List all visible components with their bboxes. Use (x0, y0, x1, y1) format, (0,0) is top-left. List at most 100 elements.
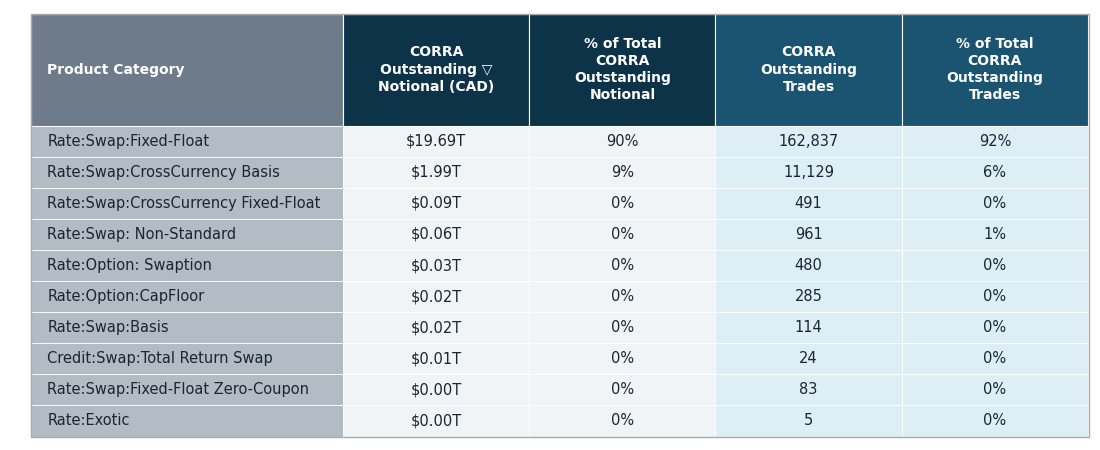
Text: $0.00T: $0.00T (410, 414, 462, 428)
Text: 0%: 0% (610, 258, 634, 273)
Text: 0%: 0% (610, 289, 634, 304)
Bar (715, 281, 902, 312)
Bar (31, 250, 343, 281)
Bar (529, 312, 715, 343)
Text: 0%: 0% (610, 320, 634, 335)
Bar (529, 219, 715, 250)
Text: 1%: 1% (983, 227, 1006, 242)
Text: Rate:Option:CapFloor: Rate:Option:CapFloor (47, 289, 205, 304)
Text: CORRA
Outstanding
Trades: CORRA Outstanding Trades (760, 45, 857, 94)
Bar (529, 343, 715, 374)
Bar (529, 188, 715, 219)
Bar (902, 250, 1088, 281)
Text: % of Total
CORRA
Outstanding
Notional: % of Total CORRA Outstanding Notional (574, 36, 671, 103)
Bar (529, 14, 715, 126)
Text: 0%: 0% (610, 414, 634, 428)
Bar (715, 188, 902, 219)
Text: 6%: 6% (983, 165, 1006, 180)
Text: $0.06T: $0.06T (410, 227, 462, 242)
Text: 0%: 0% (983, 289, 1006, 304)
Bar (715, 157, 902, 188)
Bar (902, 14, 1088, 126)
Text: 0%: 0% (983, 320, 1006, 335)
Bar (902, 343, 1088, 374)
Bar (902, 126, 1088, 157)
Bar (902, 157, 1088, 188)
Bar (343, 219, 529, 250)
Bar (529, 374, 715, 405)
Text: 5: 5 (804, 414, 813, 428)
Text: $0.02T: $0.02T (410, 320, 462, 335)
Bar (902, 312, 1088, 343)
Text: 0%: 0% (983, 414, 1006, 428)
Bar (343, 343, 529, 374)
Text: 162,837: 162,837 (779, 134, 838, 149)
Bar (343, 14, 529, 126)
Text: 0%: 0% (610, 196, 634, 211)
Bar (31, 126, 343, 157)
Bar (529, 405, 715, 436)
Bar (715, 126, 902, 157)
Bar (343, 250, 529, 281)
Bar (343, 126, 529, 157)
Bar (343, 157, 529, 188)
Text: $0.03T: $0.03T (410, 258, 462, 273)
Bar (902, 405, 1088, 436)
Bar (343, 374, 529, 405)
Text: Product Category: Product Category (47, 63, 185, 76)
Bar (31, 219, 343, 250)
Bar (31, 405, 343, 436)
Text: 9%: 9% (610, 165, 634, 180)
Bar (715, 343, 902, 374)
Text: $0.09T: $0.09T (410, 196, 462, 211)
Bar (343, 405, 529, 436)
Bar (343, 188, 529, 219)
Text: Rate:Swap:Basis: Rate:Swap:Basis (47, 320, 169, 335)
Text: Rate:Swap:CrossCurrency Basis: Rate:Swap:CrossCurrency Basis (47, 165, 280, 180)
Text: $0.02T: $0.02T (410, 289, 462, 304)
Text: $1.99T: $1.99T (410, 165, 462, 180)
Bar (31, 157, 343, 188)
Bar (31, 281, 343, 312)
Text: 24: 24 (800, 351, 818, 366)
Text: 0%: 0% (610, 227, 634, 242)
Bar (529, 281, 715, 312)
Text: Rate:Swap:Fixed-Float: Rate:Swap:Fixed-Float (47, 134, 209, 149)
Text: $19.69T: $19.69T (406, 134, 466, 149)
Text: % of Total
CORRA
Outstanding
Trades: % of Total CORRA Outstanding Trades (946, 36, 1043, 103)
Bar (902, 281, 1088, 312)
Bar (902, 188, 1088, 219)
Text: 83: 83 (800, 382, 817, 397)
Bar (529, 250, 715, 281)
Text: 285: 285 (794, 289, 823, 304)
Text: 0%: 0% (983, 351, 1006, 366)
Bar (715, 405, 902, 436)
Text: Rate:Swap:CrossCurrency Fixed-Float: Rate:Swap:CrossCurrency Fixed-Float (47, 196, 321, 211)
Bar (529, 126, 715, 157)
Text: Rate:Swap:Fixed-Float Zero-Coupon: Rate:Swap:Fixed-Float Zero-Coupon (47, 382, 309, 397)
Bar (31, 343, 343, 374)
Text: 0%: 0% (983, 258, 1006, 273)
Text: 0%: 0% (610, 351, 634, 366)
Text: 114: 114 (794, 320, 823, 335)
Text: 90%: 90% (606, 134, 638, 149)
Text: $0.01T: $0.01T (410, 351, 462, 366)
Bar (715, 374, 902, 405)
Bar (715, 14, 902, 126)
Text: Rate:Option: Swaption: Rate:Option: Swaption (47, 258, 212, 273)
Bar (902, 374, 1088, 405)
Text: 0%: 0% (610, 382, 634, 397)
Bar (31, 374, 343, 405)
Bar (715, 312, 902, 343)
Text: Rate:Swap: Non-Standard: Rate:Swap: Non-Standard (47, 227, 236, 242)
Bar (31, 14, 343, 126)
Text: 92%: 92% (979, 134, 1011, 149)
Text: 491: 491 (794, 196, 823, 211)
Bar (343, 312, 529, 343)
Bar (31, 312, 343, 343)
Text: 480: 480 (794, 258, 823, 273)
Text: 0%: 0% (983, 382, 1006, 397)
Text: Rate:Exotic: Rate:Exotic (47, 414, 130, 428)
Bar (902, 219, 1088, 250)
Text: 11,129: 11,129 (783, 165, 834, 180)
